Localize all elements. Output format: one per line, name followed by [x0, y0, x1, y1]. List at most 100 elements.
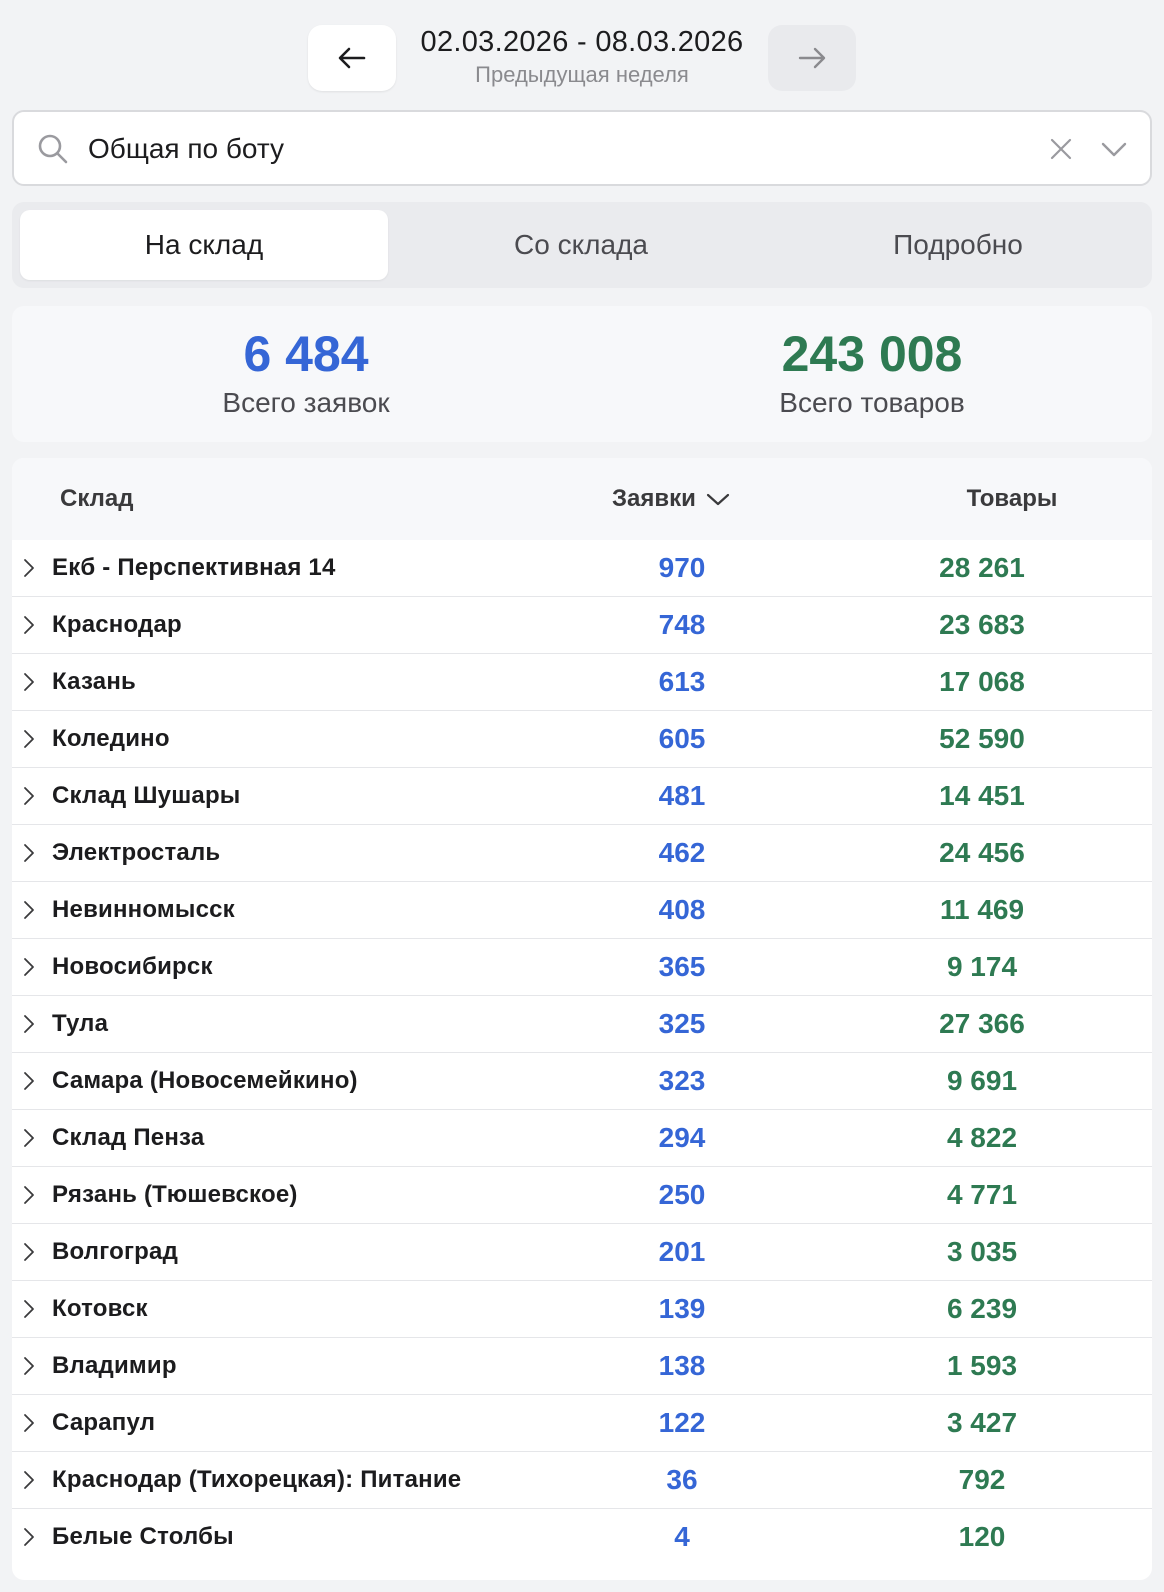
requests-count: 481 [658, 780, 706, 811]
chevron-right-icon[interactable] [22, 1241, 36, 1263]
warehouse-name: Екб - Перспективная 14 [52, 554, 336, 581]
chevron-right-icon[interactable] [22, 1526, 36, 1548]
warehouse-name: Коледино [52, 725, 170, 752]
chevron-right-icon[interactable] [22, 899, 36, 921]
requests-count: 748 [658, 609, 706, 640]
table-row[interactable]: Новосибирск 365 9 174 [12, 939, 1152, 996]
warehouse-name: Склад Шушары [52, 782, 241, 809]
chevron-right-icon[interactable] [22, 1070, 36, 1092]
chevron-right-icon[interactable] [22, 1412, 36, 1434]
period-label: Предыдущая неделя [475, 62, 689, 87]
total-requests: 6 484 Всего заявок [26, 324, 586, 420]
table-row[interactable]: Рязань (Тюшевское) 250 4 771 [12, 1167, 1152, 1224]
requests-count: 323 [658, 1065, 706, 1096]
total-requests-label: Всего заявок [222, 387, 390, 418]
tab-details[interactable]: Подробно [893, 229, 1023, 260]
chevron-right-icon[interactable] [22, 1355, 36, 1377]
goods-count: 3 427 [946, 1407, 1018, 1438]
requests-count: 462 [658, 837, 706, 868]
requests-count: 365 [658, 951, 706, 982]
chevron-right-icon[interactable] [22, 956, 36, 978]
chevron-right-icon[interactable] [22, 614, 36, 636]
table-row[interactable]: Тула 325 27 366 [12, 996, 1152, 1053]
warehouse-name: Сарапул [52, 1409, 156, 1436]
tab-from-warehouse[interactable]: Со склада [514, 229, 648, 260]
requests-count: 408 [658, 894, 706, 925]
previous-period-button[interactable] [308, 25, 396, 91]
table-row[interactable]: Краснодар (Тихорецкая): Питание 36 792 [12, 1452, 1152, 1509]
goods-count: 9 691 [946, 1065, 1018, 1096]
warehouse-name: Казань [52, 668, 136, 695]
goods-count: 52 590 [939, 723, 1025, 754]
warehouse-name: Самара (Новосемейкино) [52, 1067, 358, 1094]
requests-count: 605 [658, 723, 706, 754]
column-header-warehouse: Склад [60, 485, 134, 512]
goods-count: 14 451 [939, 780, 1025, 811]
table-row[interactable]: Сарапул 122 3 427 [12, 1395, 1152, 1452]
requests-count: 122 [658, 1407, 706, 1438]
table-row[interactable]: Невинномысск 408 11 469 [12, 882, 1152, 939]
requests-count: 970 [658, 552, 706, 583]
chevron-right-icon[interactable] [22, 1013, 36, 1035]
column-header-requests-label: Заявки [612, 485, 696, 512]
requests-count: 325 [658, 1008, 706, 1039]
chevron-right-icon[interactable] [22, 671, 36, 693]
table-row[interactable]: Коледино 605 52 590 [12, 711, 1152, 768]
sort-chevron-down-icon [706, 493, 730, 506]
chevron-right-icon[interactable] [22, 1469, 36, 1491]
goods-count: 4 771 [946, 1179, 1018, 1210]
warehouse-name: Краснодар [52, 611, 182, 638]
total-goods-value: 243 008 [781, 326, 963, 382]
chevron-right-icon[interactable] [22, 557, 36, 579]
goods-count: 11 469 [939, 894, 1025, 925]
goods-count: 17 068 [939, 666, 1025, 697]
tab-to-warehouse[interactable]: На склад [20, 210, 388, 280]
requests-count: 201 [658, 1236, 706, 1267]
next-period-button[interactable] [768, 25, 856, 91]
table-row[interactable]: Казань 613 17 068 [12, 654, 1152, 711]
goods-count: 24 456 [939, 837, 1025, 868]
table-row[interactable]: Краснодар 748 23 683 [12, 597, 1152, 654]
warehouse-name: Тула [52, 1010, 109, 1037]
table-row[interactable]: Склад Шушары 481 14 451 [12, 768, 1152, 825]
chevron-right-icon[interactable] [22, 785, 36, 807]
warehouse-name: Белые Столбы [52, 1523, 234, 1550]
chevron-right-icon[interactable] [22, 728, 36, 750]
column-header-goods: Товары [966, 485, 1058, 512]
chevron-down-icon[interactable] [1100, 136, 1128, 162]
summary-card: 6 484 Всего заявок 243 008 Всего товаров [12, 306, 1152, 442]
requests-count: 4 [674, 1521, 690, 1552]
warehouse-name: Владимир [52, 1352, 177, 1379]
table-row[interactable]: Самара (Новосемейкино) 323 9 691 [12, 1053, 1152, 1110]
requests-count: 613 [658, 666, 706, 697]
arrow-right-icon [798, 47, 826, 69]
total-requests-value: 6 484 [243, 326, 369, 382]
table-row[interactable]: Волгоград 201 3 035 [12, 1224, 1152, 1281]
goods-count: 120 [958, 1521, 1006, 1552]
column-header-requests-sort[interactable]: Заявки [612, 484, 772, 514]
direction-tabs: На склад Со склада Подробно [12, 202, 1152, 288]
table-row[interactable]: Котовск 139 6 239 [12, 1281, 1152, 1338]
requests-count: 138 [658, 1350, 706, 1381]
goods-count: 28 261 [939, 552, 1025, 583]
table-row[interactable]: Белые Столбы 4 120 [12, 1509, 1152, 1566]
total-goods-label: Всего товаров [779, 387, 965, 418]
table-row[interactable]: Владимир 138 1 593 [12, 1338, 1152, 1395]
chevron-right-icon[interactable] [22, 1298, 36, 1320]
warehouse-name: Котовск [52, 1295, 148, 1322]
table-row[interactable]: Электросталь 462 24 456 [12, 825, 1152, 882]
requests-count: 250 [658, 1179, 706, 1210]
total-goods: 243 008 Всего товаров [592, 324, 1152, 420]
chevron-right-icon[interactable] [22, 842, 36, 864]
close-icon[interactable] [1048, 136, 1074, 162]
chevron-right-icon[interactable] [22, 1127, 36, 1149]
bot-select-input[interactable]: Общая по боту [12, 110, 1152, 186]
requests-count: 294 [658, 1122, 706, 1153]
arrow-left-icon [338, 47, 366, 69]
table-row[interactable]: Склад Пенза 294 4 822 [12, 1110, 1152, 1167]
goods-count: 1 593 [946, 1350, 1018, 1381]
table-row[interactable]: Екб - Перспективная 14 970 28 261 [12, 540, 1152, 597]
date-range: 02.03.2026 - 08.03.2026 [420, 26, 744, 58]
goods-count: 23 683 [939, 609, 1025, 640]
chevron-right-icon[interactable] [22, 1184, 36, 1206]
